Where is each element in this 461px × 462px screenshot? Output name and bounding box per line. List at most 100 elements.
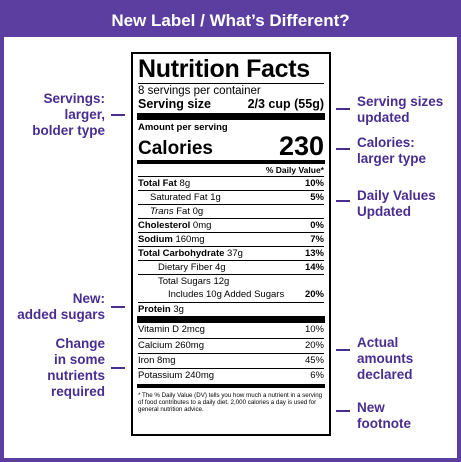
label-footnote: * The % Daily Value (DV) tells you how m… bbox=[138, 392, 323, 414]
callout-added-sugars: New: added sugars bbox=[17, 291, 105, 323]
calories-row: Calories 230 bbox=[138, 131, 324, 161]
callout-calories-dash bbox=[336, 148, 350, 150]
callout-nutrients-line: Change bbox=[55, 336, 105, 351]
nutrient-row-dietary-fiber: Dietary Fiber 4g 14% bbox=[138, 260, 324, 274]
vitamin-name: Iron 8mg bbox=[138, 355, 176, 366]
callout-daily-values: Daily Values Updated bbox=[357, 188, 436, 220]
nutrient-pct: 7% bbox=[310, 234, 324, 245]
nutrient-amount: 4g bbox=[215, 262, 226, 273]
vitamin-row: Potassium 240mg 6% bbox=[138, 368, 324, 383]
callout-nutrients-dash bbox=[111, 367, 125, 369]
nutrient-pct: 0% bbox=[310, 220, 324, 231]
callout-servings-line: larger, bbox=[64, 107, 105, 122]
nutrient-amount: 37g bbox=[227, 248, 243, 259]
nutrient-pct: 13% bbox=[304, 248, 324, 259]
servings-per-container: 8 servings per container bbox=[138, 85, 261, 97]
nutrient-amount: 12g bbox=[213, 276, 230, 287]
nutrient-row-added-sugars: Includes 10g Added Sugars 20% bbox=[138, 288, 324, 302]
nutrient-row-cholesterol: Cholesterol 0mg 0% bbox=[138, 218, 324, 232]
callout-footnote-line: footnote bbox=[357, 416, 411, 431]
callout-servings-line: bolder type bbox=[32, 123, 105, 138]
nutrient-row-protein: Protein 3g bbox=[138, 302, 324, 316]
banner-title: New Label / What’s Different? bbox=[4, 4, 457, 37]
nutrient-row-total-sugars: Total Sugars 12g bbox=[138, 274, 324, 288]
callout-serving-sizes-dash bbox=[336, 108, 350, 110]
callout-amounts-line: Actual bbox=[357, 335, 399, 350]
calories-label: Calories bbox=[138, 138, 213, 159]
vitamin-pct: 10% bbox=[304, 324, 324, 335]
vitamin-pct: 45% bbox=[304, 355, 324, 366]
vitamin-name: Vitamin D 2mcg bbox=[138, 324, 205, 335]
nutrient-row-saturated-fat: Saturated Fat 1g 5% bbox=[138, 190, 324, 204]
nutrient-name: Saturated Fat bbox=[150, 192, 208, 203]
nutrient-amount: 160mg bbox=[175, 234, 205, 245]
divider-mid bbox=[137, 160, 325, 164]
serving-size-value: 2/3 cup (55g) bbox=[247, 97, 324, 111]
nutrient-pct: 14% bbox=[304, 262, 324, 273]
divider bbox=[138, 83, 324, 84]
callout-servings-dash bbox=[111, 114, 125, 116]
vitamin-name: Potassium 240mg bbox=[138, 370, 215, 381]
nutrient-amount: 0mg bbox=[192, 220, 212, 231]
calories-value: 230 bbox=[278, 131, 324, 161]
callout-amounts: Actual amounts declared bbox=[357, 335, 413, 383]
callout-servings-line: Servings: bbox=[43, 91, 105, 106]
callout-footnote-line: New bbox=[357, 400, 385, 415]
callout-added-sugars-line: New: bbox=[72, 291, 105, 306]
serving-size-label: Serving size bbox=[138, 97, 211, 111]
nutrient-amount: Fat 0g bbox=[176, 206, 204, 217]
vitamin-row: Iron 8mg 45% bbox=[138, 353, 324, 368]
daily-value-header: % Daily Value* bbox=[265, 165, 324, 175]
nutrient-row-sodium: Sodium 160mg 7% bbox=[138, 232, 324, 246]
callout-daily-values-dash bbox=[336, 200, 350, 202]
callout-added-sugars-line: added sugars bbox=[17, 307, 105, 322]
callout-added-sugars-dash bbox=[111, 306, 125, 308]
vitamin-name: Calcium 260mg bbox=[138, 340, 204, 351]
nutrient-name: Cholesterol bbox=[138, 220, 191, 231]
callout-daily-values-line: Daily Values bbox=[357, 188, 436, 203]
callout-amounts-line: declared bbox=[357, 367, 413, 382]
label-title: Nutrition Facts bbox=[138, 55, 310, 83]
callout-nutrients-line: required bbox=[50, 384, 105, 399]
callout-serving-sizes-line: Serving sizes bbox=[357, 94, 444, 109]
nutrient-amount: 3g bbox=[173, 304, 184, 315]
callout-calories-line: larger type bbox=[357, 151, 427, 166]
callout-amounts-line: amounts bbox=[357, 351, 414, 366]
nutrient-name: Trans bbox=[150, 206, 174, 217]
nutrient-row-total-carbohydrate: Total Carbohydrate 37g 13% bbox=[138, 246, 324, 260]
nutrient-row-trans-fat: Trans Fat 0g bbox=[138, 204, 324, 218]
callout-daily-values-line: Updated bbox=[357, 204, 411, 219]
callout-footnote-dash bbox=[336, 410, 350, 412]
callout-nutrients-line: in some bbox=[53, 352, 105, 367]
callout-nutrients-line: nutrients bbox=[47, 368, 105, 383]
callout-calories: Calories: larger type bbox=[357, 135, 426, 167]
nutrient-pct: 5% bbox=[310, 192, 324, 203]
divider-thick bbox=[137, 316, 325, 323]
callout-nutrients: Change in some nutrients required bbox=[47, 336, 105, 400]
callout-calories-line: Calories: bbox=[357, 135, 415, 150]
vitamin-pct: 20% bbox=[304, 340, 324, 351]
nutrient-name: Total Carbohydrate bbox=[138, 248, 225, 259]
nutrient-name: Sodium bbox=[138, 234, 173, 245]
callout-serving-sizes: Serving sizes updated bbox=[357, 94, 443, 126]
nutrient-name: Total Sugars bbox=[158, 276, 211, 287]
divider-mid bbox=[137, 384, 325, 388]
amount-per-serving: Amount per serving bbox=[138, 122, 228, 133]
nutrition-facts-label: Nutrition Facts 8 servings per container… bbox=[131, 52, 331, 436]
vitamin-row: Vitamin D 2mcg 10% bbox=[138, 323, 324, 338]
nutrient-name: Total Fat bbox=[138, 178, 177, 189]
vitamin-row: Calcium 260mg 20% bbox=[138, 338, 324, 353]
nutrient-amount: 1g bbox=[210, 192, 221, 203]
callout-footnote: New footnote bbox=[357, 400, 411, 432]
callout-servings: Servings: larger, bolder type bbox=[32, 91, 105, 139]
nutrient-name: Protein bbox=[138, 304, 171, 315]
callout-amounts-dash bbox=[336, 349, 350, 351]
divider-thick bbox=[137, 113, 325, 120]
vitamin-pct: 6% bbox=[310, 370, 324, 381]
nutrient-name: Dietary Fiber bbox=[158, 262, 213, 273]
nutrient-pct: 20% bbox=[304, 289, 324, 300]
nutrient-name: Includes 10g Added Sugars bbox=[168, 289, 285, 300]
serving-size-row: Serving size 2/3 cup (55g) bbox=[138, 97, 324, 112]
nutrient-row-total-fat: Total Fat 8g 10% bbox=[138, 176, 324, 190]
callout-serving-sizes-line: updated bbox=[357, 110, 410, 125]
